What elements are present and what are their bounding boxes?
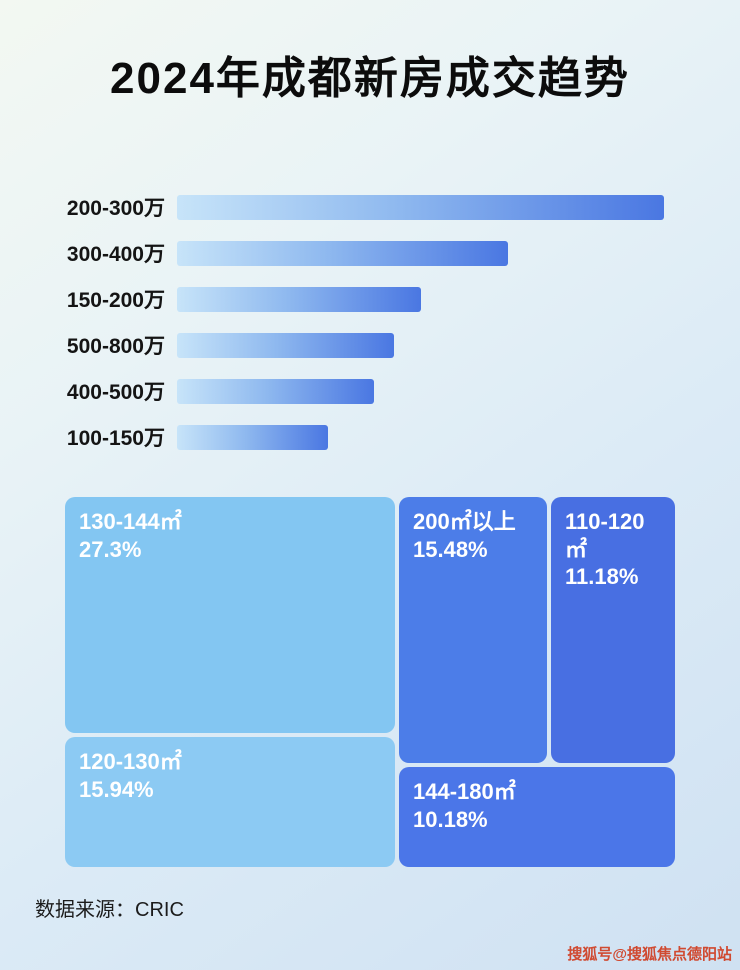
bar-label: 500-800万 xyxy=(66,335,165,358)
bar-label: 300-400万 xyxy=(66,243,165,266)
bar-track xyxy=(177,240,664,266)
bar-row: 300-400万 xyxy=(0,230,740,276)
treemap-block-value: 11.18% xyxy=(565,564,639,589)
bar-fill xyxy=(177,378,375,404)
treemap-block-label: 120-130㎡ xyxy=(79,749,182,774)
bar-track xyxy=(177,286,664,312)
treemap-block: 120-130㎡ 15.94% xyxy=(65,737,395,867)
treemap-block: 130-144㎡ 27.3% xyxy=(65,497,395,733)
bar-fill xyxy=(177,424,328,450)
treemap-block-label: 144-180㎡ xyxy=(413,779,516,804)
bar-label: 100-150万 xyxy=(66,427,165,450)
bar-track xyxy=(177,332,664,358)
treemap-block: 200㎡以上 15.48% xyxy=(399,497,547,763)
bar-label: 150-200万 xyxy=(66,289,165,312)
data-source-label: 数据来源：CRIC xyxy=(35,899,184,921)
treemap-block-label: 130-144㎡ xyxy=(79,509,182,534)
bar-row: 100-150万 xyxy=(0,414,740,460)
treemap-block: 110-120㎡ 11.18% xyxy=(551,497,675,763)
treemap-block-label: 200㎡以上 xyxy=(413,509,516,534)
treemap-block-value: 10.18% xyxy=(413,806,488,832)
bar-label: 400-500万 xyxy=(66,381,165,404)
bar-track xyxy=(177,378,664,404)
watermark-label: 搜狐号@搜狐焦点德阳站 xyxy=(567,946,732,963)
bar-row: 400-500万 xyxy=(0,368,740,414)
bar-row: 150-200万 xyxy=(0,276,740,322)
bar-fill xyxy=(177,286,421,312)
bar-fill xyxy=(177,194,664,220)
treemap-block-value: 27.3% xyxy=(79,536,142,562)
bar-label: 200-300万 xyxy=(66,197,165,220)
bar-fill xyxy=(177,240,509,266)
bar-row: 500-800万 xyxy=(0,322,740,368)
treemap-block: 144-180㎡ 10.18% xyxy=(399,767,675,867)
bar-fill xyxy=(177,332,394,358)
price-range-bar-chart: 200-300万 300-400万 150-200万 500-800万 400- xyxy=(0,184,740,460)
treemap-block-value: 15.94% xyxy=(79,776,154,802)
bar-row: 200-300万 xyxy=(0,184,740,230)
treemap-block-value: 15.48% xyxy=(413,536,488,562)
page-title: 2024年成都新房成交趋势 xyxy=(110,54,630,103)
bar-track xyxy=(177,194,664,220)
bar-track xyxy=(177,424,664,450)
treemap-block-label: 110-120㎡ xyxy=(565,509,645,562)
